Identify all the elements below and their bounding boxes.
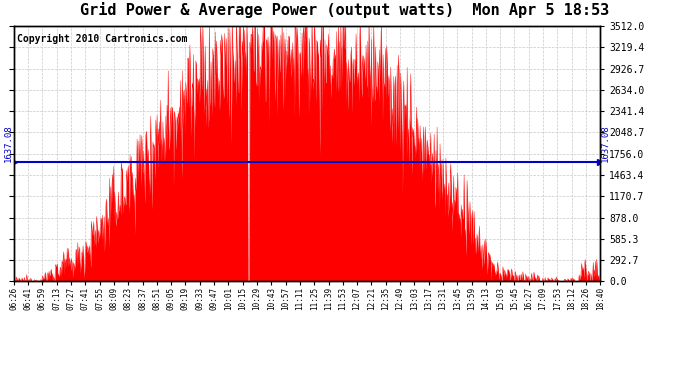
- Text: Grid Power & Average Power (output watts)  Mon Apr 5 18:53: Grid Power & Average Power (output watts…: [80, 2, 610, 18]
- Text: 1637.08: 1637.08: [601, 125, 610, 162]
- Text: Copyright 2010 Cartronics.com: Copyright 2010 Cartronics.com: [17, 34, 187, 44]
- Text: 1637.08: 1637.08: [4, 125, 13, 162]
